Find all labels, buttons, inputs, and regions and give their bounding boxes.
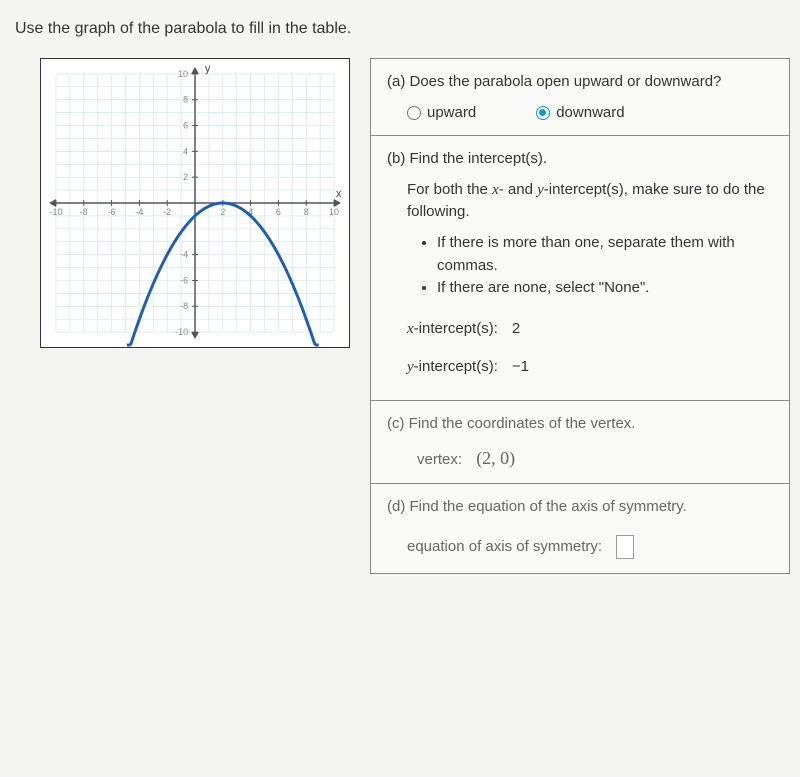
vertex-line: vertex: (2, 0): [387, 448, 773, 469]
svg-text:-8: -8: [180, 301, 188, 311]
svg-text:10: 10: [329, 207, 339, 217]
svg-text:-2: -2: [163, 207, 171, 217]
parabola-graph: yx -10-8-6-4-2246810-10-8-6-4246810: [40, 58, 350, 348]
vertex-value: (2, 0): [476, 448, 515, 468]
part-d: (d) Find the equation of the axis of sym…: [371, 484, 789, 573]
part-a: (a) Does the parabola open upward or dow…: [371, 59, 789, 136]
svg-text:6: 6: [183, 121, 188, 131]
svg-text:-4: -4: [180, 250, 188, 260]
content-row: yx -10-8-6-4-2246810-10-8-6-4246810 (a) …: [10, 58, 790, 574]
svg-text:8: 8: [304, 207, 309, 217]
part-a-question: (a) Does the parabola open upward or dow…: [387, 73, 773, 90]
svg-text:4: 4: [183, 146, 188, 156]
radio-downward-icon: [536, 106, 550, 120]
part-c: (c) Find the coordinates of the vertex. …: [371, 401, 789, 484]
y-intercept-value: −1: [512, 358, 529, 375]
radio-group-direction: upward downward: [387, 104, 773, 121]
svg-text:-8: -8: [80, 207, 88, 217]
questions-table: (a) Does the parabola open upward or dow…: [370, 58, 790, 574]
svg-text:-6: -6: [180, 275, 188, 285]
svg-text:-6: -6: [108, 207, 116, 217]
svg-text:-4: -4: [135, 207, 143, 217]
svg-text:-10: -10: [175, 327, 188, 337]
svg-text:-10: -10: [50, 207, 63, 217]
graph-svg: yx -10-8-6-4-2246810-10-8-6-4246810: [41, 59, 349, 347]
part-d-question: (d) Find the equation of the axis of sym…: [387, 498, 773, 515]
svg-text:6: 6: [276, 207, 281, 217]
part-c-question: (c) Find the coordinates of the vertex.: [387, 415, 773, 432]
bullet-2: If there are none, select "None".: [437, 277, 773, 300]
radio-upward-label: upward: [427, 104, 476, 121]
radio-downward-label: downward: [556, 104, 624, 121]
part-b-question: (b) Find the intercept(s).: [387, 150, 773, 167]
svg-text:2: 2: [183, 172, 188, 182]
instruction-text: Use the graph of the parabola to fill in…: [10, 20, 790, 38]
axis-symmetry-line: equation of axis of symmetry:: [387, 535, 773, 559]
y-intercept-line: y-intercept(s):−1: [387, 358, 773, 376]
axis-symmetry-input[interactable]: [616, 535, 634, 559]
radio-downward[interactable]: downward: [536, 104, 624, 121]
svg-text:y: y: [205, 63, 211, 75]
part-b-subtext: For both the x- and y-intercept(s), make…: [387, 179, 773, 222]
axis-symmetry-label: equation of axis of symmetry:: [407, 537, 602, 554]
radio-upward-icon: [407, 106, 421, 120]
svg-text:x: x: [336, 188, 342, 200]
svg-text:2: 2: [220, 207, 225, 217]
part-b: (b) Find the intercept(s). For both the …: [371, 136, 789, 401]
svg-text:8: 8: [183, 95, 188, 105]
svg-text:10: 10: [178, 69, 188, 79]
x-intercept-value: 2: [512, 320, 520, 337]
radio-upward[interactable]: upward: [407, 104, 476, 121]
vertex-label: vertex:: [417, 451, 462, 468]
bullet-1: If there is more than one, separate them…: [437, 232, 773, 277]
part-b-bullets: If there is more than one, separate them…: [387, 232, 773, 300]
x-intercept-line: x-intercept(s):2: [387, 320, 773, 338]
